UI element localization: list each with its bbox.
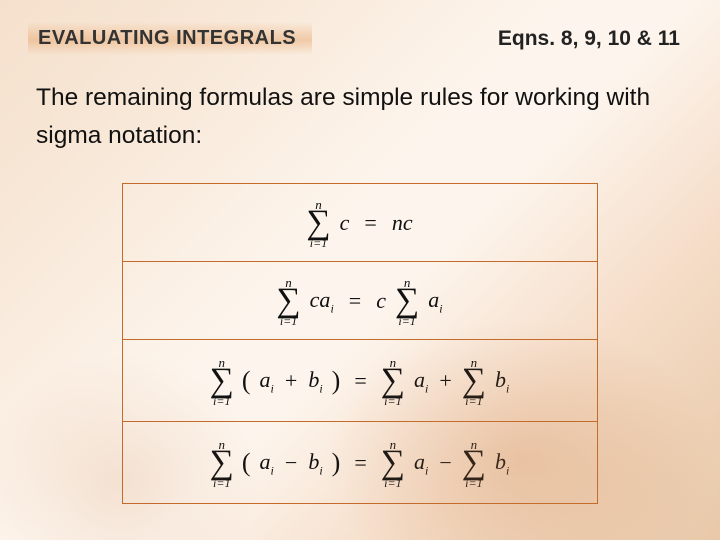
table-row: n ∑ i=1 c = nc — [123, 183, 598, 261]
formula-cell-2: n ∑ i=1 cai = c n ∑ i=1 ai — [123, 261, 598, 339]
rhs-term-a: ai — [413, 449, 429, 478]
equals-sign: = — [343, 288, 367, 314]
equals-sign: = — [348, 450, 372, 476]
formula-cell-1: n ∑ i=1 c = nc — [123, 183, 598, 261]
term-b: bi — [307, 449, 323, 478]
term-a: ai — [259, 449, 275, 478]
equals-sign: = — [358, 210, 382, 236]
page-title: EVALUATING INTEGRALS — [28, 22, 312, 55]
intro-paragraph: The remaining formulas are simple rules … — [0, 65, 720, 155]
minus-operator: − — [283, 450, 299, 476]
header-row: EVALUATING INTEGRALS Eqns. 8, 9, 10 & 11 — [0, 0, 720, 65]
equation-numbers-label: Eqns. 8, 9, 10 & 11 — [498, 27, 680, 51]
coefficient: c — [375, 288, 387, 314]
left-paren: ( — [242, 448, 251, 478]
sigma-icon: n ∑ i=1 — [381, 438, 405, 489]
sigma-icon: n ∑ i=1 — [276, 276, 300, 327]
rhs-term-a: ai — [413, 367, 429, 396]
sigma-icon: n ∑ i=1 — [210, 356, 234, 407]
right-paren: ) — [332, 448, 341, 478]
plus-operator: + — [283, 368, 299, 394]
right-paren: ) — [332, 366, 341, 396]
table-row: n ∑ i=1 ( ai + bi ) = n ∑ i=1 ai + n — [123, 339, 598, 421]
rhs-term: nc — [391, 210, 414, 236]
sigma-icon: n ∑ i=1 — [306, 198, 330, 249]
sigma-icon: n ∑ i=1 — [462, 438, 486, 489]
sigma-icon: n ∑ i=1 — [210, 438, 234, 489]
sigma-icon: n ∑ i=1 — [462, 356, 486, 407]
minus-operator: − — [437, 450, 453, 476]
rhs-term-b: bi — [494, 449, 510, 478]
equals-sign: = — [348, 368, 372, 394]
lhs-term: cai — [309, 287, 335, 316]
rhs-term: ai — [427, 287, 443, 316]
sigma-icon: n ∑ i=1 — [395, 276, 419, 327]
left-paren: ( — [242, 366, 251, 396]
table-row: n ∑ i=1 ( ai − bi ) = n ∑ i=1 ai − n — [123, 421, 598, 503]
rhs-term-b: bi — [494, 367, 510, 396]
lhs-term: c — [339, 210, 351, 236]
formula-cell-4: n ∑ i=1 ( ai − bi ) = n ∑ i=1 ai − n — [123, 421, 598, 503]
term-a: ai — [259, 367, 275, 396]
plus-operator: + — [437, 368, 453, 394]
formulas-table: n ∑ i=1 c = nc n ∑ i=1 cai = c — [122, 183, 598, 504]
formula-cell-3: n ∑ i=1 ( ai + bi ) = n ∑ i=1 ai + n — [123, 339, 598, 421]
table-row: n ∑ i=1 cai = c n ∑ i=1 ai — [123, 261, 598, 339]
sigma-icon: n ∑ i=1 — [381, 356, 405, 407]
term-b: bi — [307, 367, 323, 396]
